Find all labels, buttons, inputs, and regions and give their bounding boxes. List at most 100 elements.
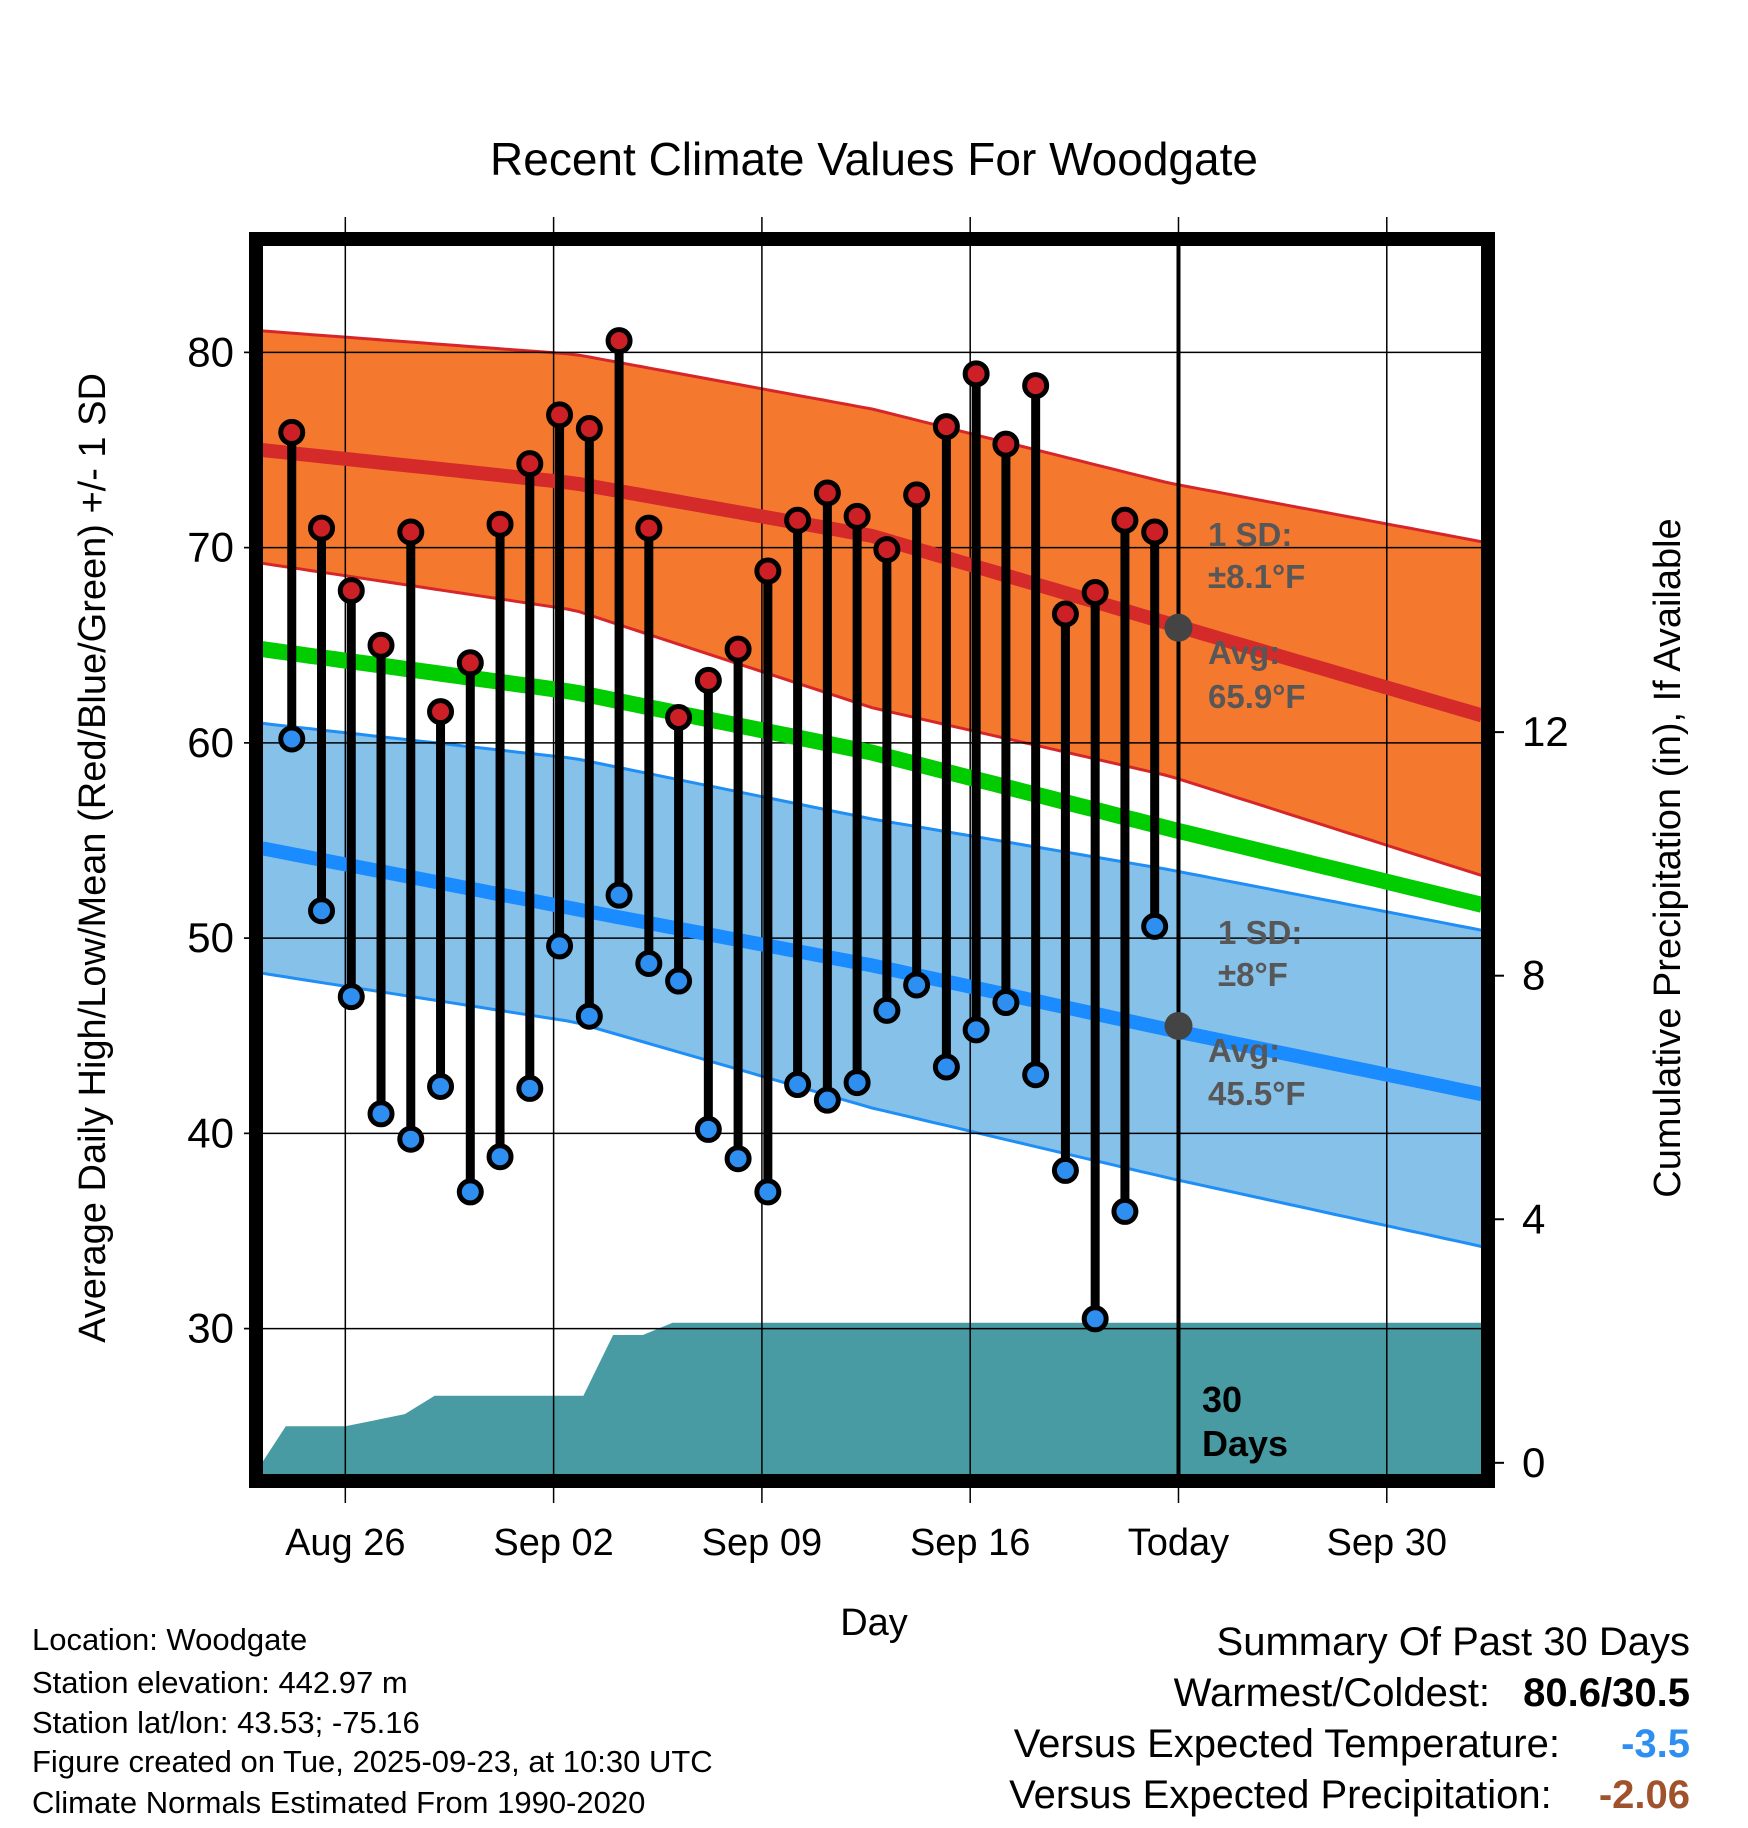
daily-low-point xyxy=(456,1178,484,1206)
info-elevation: Station elevation: 442.97 m xyxy=(32,1665,408,1700)
summary-precipitation: Versus Expected Precipitation: -2.06 xyxy=(1009,1773,1690,1818)
axes: 30 40 50 60 70 80 0 4 8 12 Aug 26 Sep 02 Sep 09 Sep 1… xyxy=(187,254,1569,1564)
daily-high-point xyxy=(635,514,663,542)
daily-low-point xyxy=(694,1115,722,1143)
precip-value: -2.06 xyxy=(1598,1773,1690,1817)
y2-tick-label: 4 xyxy=(1522,1195,1545,1242)
y2-tick-label: 8 xyxy=(1522,952,1545,999)
x-tick-label: Aug 26 xyxy=(285,1522,405,1564)
daily-high-point xyxy=(546,401,574,429)
daily-high-point xyxy=(1022,372,1050,400)
daily-low-point xyxy=(903,971,931,999)
precip-days-number: 30 xyxy=(1202,1379,1242,1420)
daily-high-point xyxy=(367,631,395,659)
daily-low-point xyxy=(308,897,336,925)
warmest-coldest-label: Warmest/Coldest: xyxy=(1173,1671,1491,1715)
x-tick-label: Today xyxy=(1128,1522,1229,1564)
info-created: Figure created on Tue, 2025-09-23, at 10… xyxy=(32,1744,713,1779)
high-avg-label: Avg: xyxy=(1208,634,1280,671)
temp-label: Versus Expected Temperature: xyxy=(1013,1722,1560,1766)
daily-low-point xyxy=(754,1178,782,1206)
normal-mean-line xyxy=(260,641,1484,913)
summary-warmest-coldest: Warmest/Coldest: 80.6/30.5 xyxy=(1174,1671,1690,1716)
annotations: 1 SD: ±8.1°F Avg: 65.9°F 1 SD: ±8°F Avg: 45.5°F… xyxy=(1164,516,1306,1464)
daily-high-point xyxy=(397,518,425,546)
daily-high-point xyxy=(992,430,1020,458)
chart-title: Recent Climate Values For Woodgate xyxy=(490,133,1258,185)
precip-area xyxy=(262,1322,1482,1475)
daily-high-point xyxy=(754,557,782,585)
y2-tick-label: 12 xyxy=(1522,708,1569,755)
precip-area-group xyxy=(262,1322,1482,1475)
daily-low-point xyxy=(605,881,633,909)
daily-low-point xyxy=(427,1072,455,1100)
y-axis-label: Average Daily High/Low/Mean (Red/Blue/Gr… xyxy=(72,373,114,1343)
daily-low-point xyxy=(546,932,574,960)
high-band-upper-edge xyxy=(261,329,1483,544)
daily-low-point xyxy=(1141,912,1169,940)
daily-high-point xyxy=(308,514,336,542)
y-tick-label: 30 xyxy=(187,1305,234,1352)
plot-frame xyxy=(249,232,1495,1488)
daily-high-point xyxy=(1111,506,1139,534)
normal-high-line xyxy=(261,443,1484,723)
y2-tick-label: 0 xyxy=(1522,1439,1545,1486)
high-sd-value: ±8.1°F xyxy=(1208,558,1305,595)
low-band-upper-edge xyxy=(261,721,1483,932)
daily-low-point xyxy=(813,1086,841,1114)
daily-high-point xyxy=(427,698,455,726)
daily-high-point xyxy=(1051,600,1079,628)
daily-low-point xyxy=(784,1071,812,1099)
daily-high-point xyxy=(724,635,752,663)
x-tick-label: Sep 30 xyxy=(1327,1522,1447,1564)
daily-high-point xyxy=(516,450,544,478)
daily-low-point xyxy=(635,949,663,977)
high-avg-value: 65.9°F xyxy=(1208,678,1306,715)
info-normals: Climate Normals Estimated From 1990-2020 xyxy=(32,1785,646,1820)
y-tick-label: 40 xyxy=(187,1109,234,1156)
daily-high-point xyxy=(784,506,812,534)
daily-high-point xyxy=(873,536,901,564)
daily-marks xyxy=(278,327,1169,1333)
daily-high-point xyxy=(843,502,871,530)
daily-high-point xyxy=(278,418,306,446)
daily-low-point xyxy=(397,1125,425,1153)
y-tick-label: 50 xyxy=(187,914,234,961)
daily-high-point xyxy=(1141,518,1169,546)
today-low-avg-marker xyxy=(1164,1011,1193,1040)
info-latlon: Station lat/lon: 43.53; -75.16 xyxy=(32,1705,420,1740)
daily-high-point xyxy=(932,413,960,441)
daily-low-point xyxy=(932,1053,960,1081)
daily-low-point xyxy=(575,1002,603,1030)
daily-low-point xyxy=(278,725,306,753)
y-tick-label: 70 xyxy=(187,524,234,571)
daily-high-point xyxy=(486,510,514,538)
high-sd-label: 1 SD: xyxy=(1208,516,1292,553)
normal-low-line xyxy=(260,841,1484,1102)
info-location: Location: Woodgate xyxy=(32,1622,308,1657)
daily-low-point xyxy=(337,983,365,1011)
daily-high-point xyxy=(1081,579,1109,607)
daily-low-point xyxy=(724,1145,752,1173)
daily-low-point xyxy=(665,967,693,995)
summary-title: Summary Of Past 30 Days xyxy=(1216,1620,1690,1664)
daily-low-point xyxy=(992,989,1020,1017)
x-tick-label: Sep 09 xyxy=(702,1522,822,1564)
precip-label: Versus Expected Precipitation: xyxy=(1009,1773,1552,1817)
daily-low-point xyxy=(962,1016,990,1044)
daily-high-point xyxy=(813,479,841,507)
daily-low-point xyxy=(1051,1156,1079,1184)
low-avg-value: 45.5°F xyxy=(1208,1075,1306,1112)
daily-high-point xyxy=(456,649,484,677)
temp-value: -3.5 xyxy=(1621,1722,1690,1766)
x-axis-label: Day xyxy=(840,1602,908,1644)
low-avg-label: Avg: xyxy=(1208,1032,1280,1069)
daily-low-point xyxy=(873,996,901,1024)
daily-low-point xyxy=(843,1069,871,1097)
low-sd-label: 1 SD: xyxy=(1218,914,1302,951)
daily-high-point xyxy=(665,703,693,731)
x-tick-label: Sep 02 xyxy=(493,1522,613,1564)
high-band-lower-edge xyxy=(261,561,1483,878)
x-tick-label: Sep 16 xyxy=(910,1522,1030,1564)
